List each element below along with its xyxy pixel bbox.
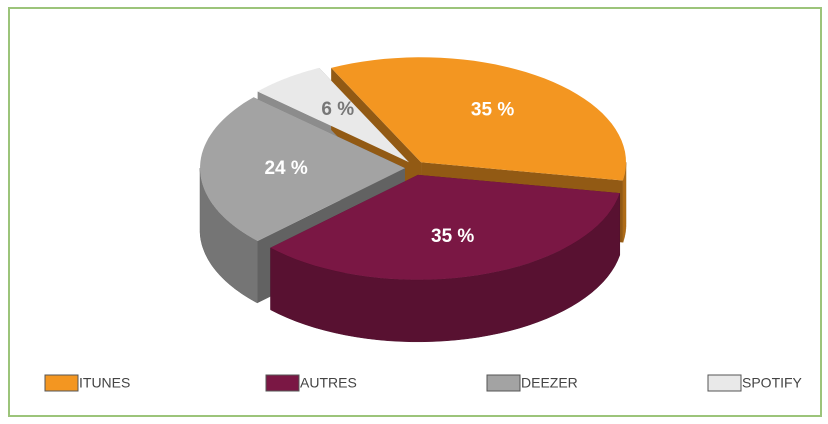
legend-label: AUTRES xyxy=(300,375,357,391)
slice xyxy=(270,174,620,280)
slice-side xyxy=(622,162,627,243)
legend-label: DEEZER xyxy=(521,375,578,391)
legend-label: SPOTIFY xyxy=(742,375,803,391)
legend-swatch xyxy=(707,374,742,392)
slice-side xyxy=(199,168,258,304)
legend-swatch xyxy=(44,374,79,392)
slice xyxy=(257,67,410,163)
slice xyxy=(200,97,406,241)
legend-label: ITUNES xyxy=(79,375,130,391)
value-label: 24 % xyxy=(264,158,307,179)
value-label: 35 % xyxy=(471,99,514,120)
value-label: 35 % xyxy=(431,226,474,247)
value-label: 6 % xyxy=(321,99,354,120)
slice xyxy=(331,57,626,181)
slice-side xyxy=(270,193,621,343)
legend-swatch xyxy=(265,374,300,392)
legend-swatch xyxy=(486,374,521,392)
